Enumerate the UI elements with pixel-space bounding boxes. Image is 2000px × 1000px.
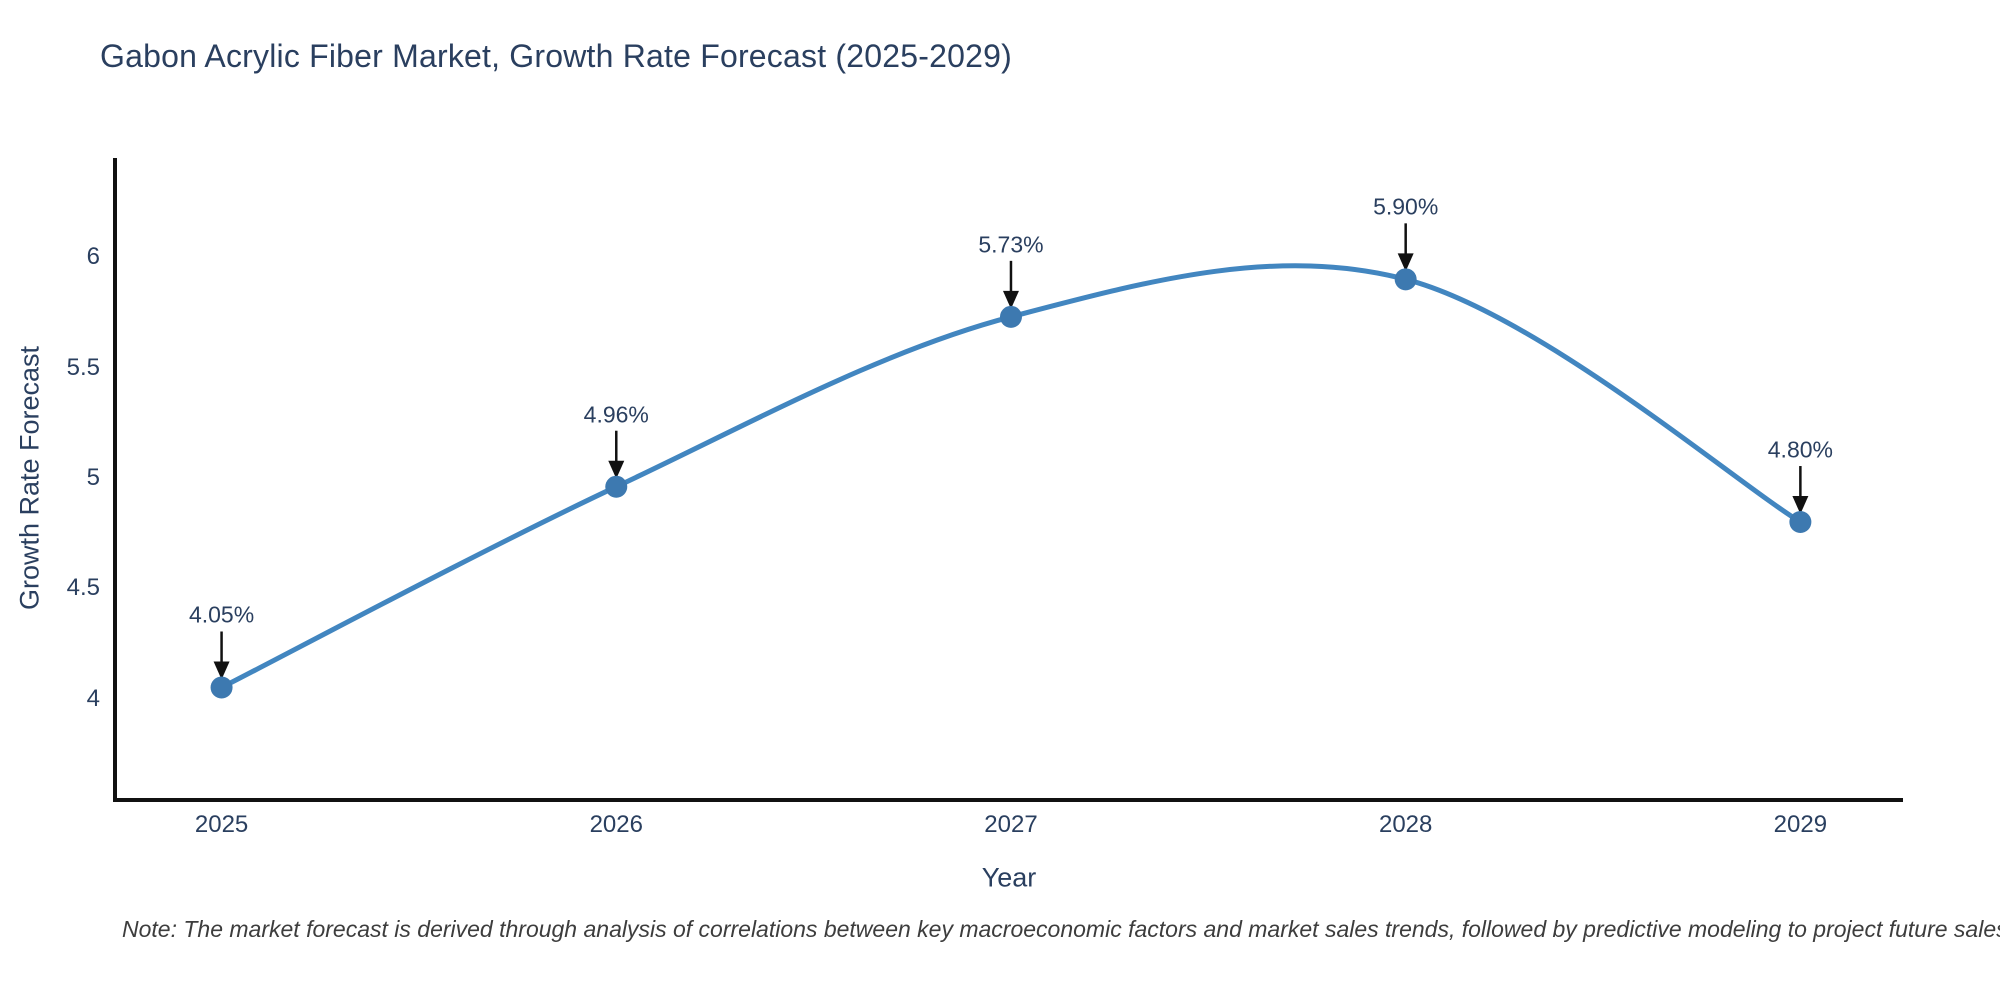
y-tick-5.5: 5.5 bbox=[66, 353, 100, 381]
x-axis-title: Year bbox=[981, 862, 1037, 893]
annotation-arrow-head bbox=[1397, 253, 1414, 272]
chart-title: Gabon Acrylic Fiber Market, Growth Rate … bbox=[100, 38, 1012, 74]
annotation-arrow-head bbox=[1002, 290, 1019, 309]
annotation-arrow-head bbox=[1792, 496, 1809, 515]
annotation-arrow-head bbox=[608, 460, 625, 479]
data-point-label-2028: 5.90% bbox=[1373, 193, 1439, 220]
y-tick-4.5: 4.5 bbox=[66, 574, 100, 602]
y-tick-4: 4 bbox=[86, 684, 100, 712]
data-point-label-2026: 4.96% bbox=[583, 401, 649, 428]
annotation-arrow-head bbox=[213, 661, 230, 680]
x-tick-2029: 2029 bbox=[1773, 811, 1828, 838]
data-point-marker-2025[interactable] bbox=[210, 676, 233, 699]
x-tick-2028: 2028 bbox=[1378, 811, 1433, 838]
data-point-label-2025: 4.05% bbox=[188, 601, 255, 628]
x-tick-2025: 2025 bbox=[194, 811, 249, 838]
footnote: Note: The market forecast is derived thr… bbox=[122, 916, 2000, 942]
data-point-marker-2029[interactable] bbox=[1789, 511, 1812, 534]
data-point-marker-2026[interactable] bbox=[605, 475, 628, 498]
forecast-line bbox=[219, 263, 1803, 690]
y-tick-6: 6 bbox=[86, 243, 100, 271]
data-point-marker-2027[interactable] bbox=[999, 305, 1022, 328]
data-point-label-2029: 4.80% bbox=[1767, 436, 1833, 463]
y-tick-5: 5 bbox=[86, 463, 100, 491]
x-tick-2027: 2027 bbox=[984, 811, 1038, 838]
data-point-marker-2028[interactable] bbox=[1394, 268, 1417, 291]
x-tick-2026: 2026 bbox=[589, 811, 643, 838]
data-point-label-2027: 5.73% bbox=[978, 231, 1044, 258]
